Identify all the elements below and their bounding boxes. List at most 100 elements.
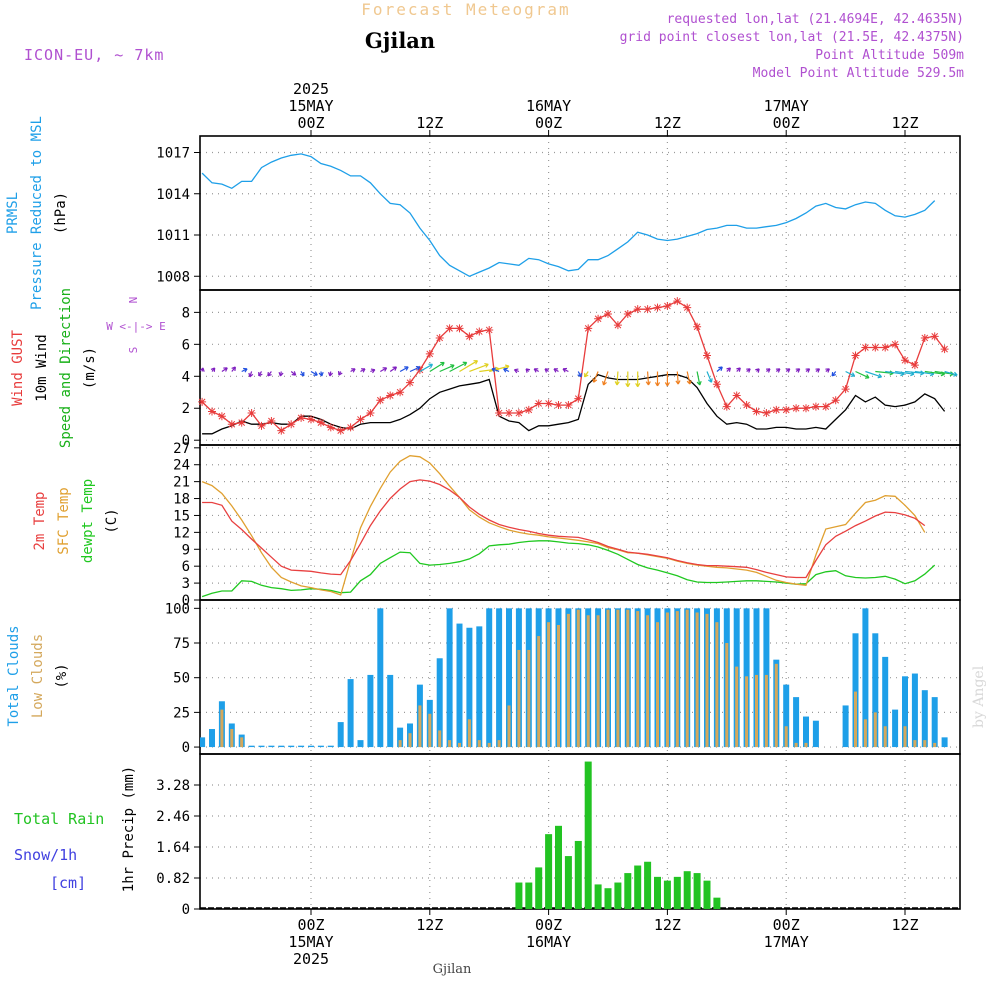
total-cloud-bar	[921, 690, 928, 748]
y-tick-label: 6	[182, 337, 190, 353]
gust-marker	[920, 333, 929, 342]
precip-bar	[584, 761, 592, 909]
low-cloud-bar	[537, 636, 541, 748]
precip-bar	[703, 880, 711, 909]
gridpoint-coords: grid point closest lon,lat (21.5E, 42.43…	[620, 30, 964, 45]
total-cloud-bar	[476, 626, 483, 748]
watermark: by Angel	[971, 665, 987, 728]
wind-arrow	[449, 361, 468, 373]
precip-bar	[594, 884, 602, 909]
wind-arrow	[584, 371, 589, 378]
wind-arrow	[746, 368, 751, 373]
location-title: Gjilan	[365, 28, 435, 53]
y-axis-label: Pressure Reduced to MSL	[29, 116, 45, 310]
wind-arrow	[360, 368, 366, 373]
gust-marker	[277, 426, 286, 435]
gust-marker	[910, 361, 919, 370]
precip-bar	[564, 856, 572, 909]
y-tick-label: 0	[182, 433, 190, 449]
gust-marker	[633, 305, 642, 314]
gust-marker	[930, 332, 939, 341]
y-axis-label: 2m Temp	[32, 491, 48, 550]
wind-arrow	[855, 370, 870, 379]
x-tick-label-bottom: 12Z	[416, 916, 443, 934]
gust-marker	[564, 401, 573, 410]
gust-marker	[336, 426, 345, 435]
panel-precip: 0 0.82 1.64 2.46 3.28 1hr Precip (mm) Total Ra…	[14, 753, 961, 918]
gust-marker	[772, 405, 781, 414]
precip-bar	[713, 897, 721, 909]
gust-marker	[871, 343, 880, 352]
gust-marker	[356, 415, 365, 424]
gust-marker	[208, 407, 216, 416]
low-cloud-bar	[784, 726, 788, 748]
wind-arrow	[241, 367, 248, 373]
panel-frame	[199, 444, 961, 601]
y-tick-label: 3.28	[156, 778, 190, 794]
gust-marker	[643, 305, 652, 314]
temp-2m-line	[202, 479, 926, 579]
compass-we: W <-|-> E	[106, 320, 166, 333]
low-cloud-bar	[903, 726, 907, 748]
total-cloud-bar	[397, 727, 404, 748]
low-cloud-bar	[636, 611, 640, 748]
gust-marker	[198, 397, 207, 406]
precip-bar	[525, 882, 533, 909]
y-tick-label: 21	[173, 475, 190, 491]
y-tick-label: 6	[182, 559, 190, 575]
total-cloud-bar	[317, 745, 324, 748]
wind-arrow	[318, 371, 324, 377]
wind-arrow	[337, 371, 343, 376]
precip-snow-label: Snow/1h	[14, 846, 77, 864]
wind-arrow	[635, 371, 641, 388]
wind-arrow	[310, 370, 318, 376]
y-tick-label: 0	[182, 593, 190, 609]
wind-arrow	[389, 366, 398, 372]
gust-marker	[613, 321, 622, 330]
wind-arrow	[513, 368, 520, 374]
y-tick-label: 0	[182, 902, 190, 918]
y-axis-label: Low Clouds	[30, 634, 46, 718]
gust-marker	[505, 409, 513, 418]
compass-south: S	[127, 347, 140, 354]
gust-marker	[297, 413, 306, 422]
low-cloud-bar	[448, 740, 452, 748]
wind-arrow	[831, 371, 837, 377]
precip-unit-label: [cm]	[50, 874, 86, 892]
gust-marker	[831, 396, 840, 405]
low-cloud-bar	[923, 740, 927, 748]
low-cloud-bar	[507, 705, 511, 748]
wind-arrow	[625, 371, 631, 388]
wind-speed-line	[202, 373, 946, 435]
total-cloud-bar	[357, 740, 364, 748]
dewpoint-line	[201, 540, 936, 598]
gust-marker	[782, 405, 791, 414]
panel-pressure: 1008 1011 1014 1017 PRMSL Pressure Reduced to…	[5, 116, 961, 310]
gust-marker	[475, 327, 484, 336]
low-cloud-bar	[764, 674, 768, 748]
wind-arrow	[248, 371, 254, 378]
wind-arrow	[469, 362, 489, 373]
gust-marker	[762, 409, 771, 418]
wind-arrow	[845, 370, 856, 377]
wind-arrow	[577, 371, 582, 378]
wind-arrow	[221, 367, 228, 372]
gust-marker	[425, 349, 434, 358]
wind-arrow	[654, 371, 661, 387]
panel-clouds: 0 25 50 75 100 Total Clouds Low Clouds (%)	[6, 599, 961, 756]
precip-bar	[515, 882, 523, 909]
low-cloud-bar	[438, 730, 442, 748]
gust-marker	[940, 345, 949, 354]
wind-arrow	[592, 371, 599, 383]
wind-arrow	[825, 368, 830, 373]
low-cloud-bar	[873, 712, 877, 748]
gust-marker	[495, 409, 504, 418]
x-tick-label-top: 12Z	[654, 114, 681, 132]
low-cloud-bar	[794, 742, 798, 748]
wind-arrow	[686, 371, 692, 385]
total-cloud-bar	[377, 608, 384, 748]
x-tick-label-bottom: 16MAY	[526, 933, 571, 951]
total-cloud-bar	[941, 737, 948, 748]
y-axis-label: Total Clouds	[6, 625, 22, 726]
